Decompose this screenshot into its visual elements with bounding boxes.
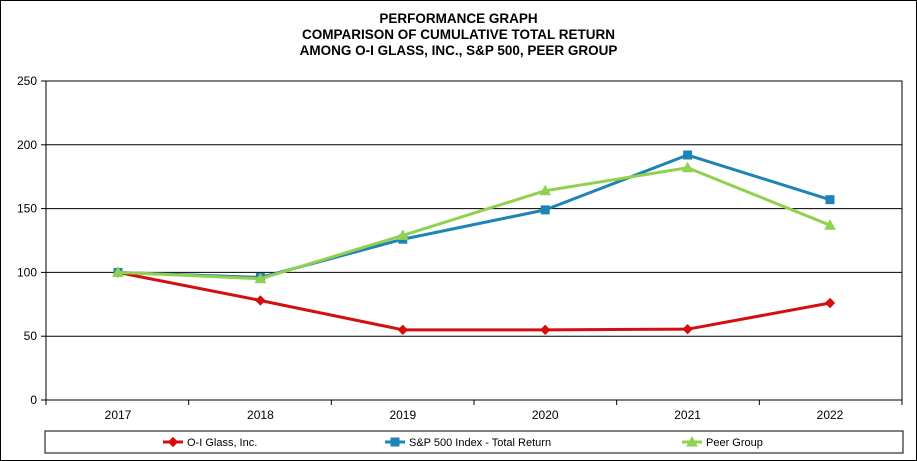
legend-item: Peer Group [682, 435, 763, 449]
legend-item: S&P 500 Index - Total Return [385, 437, 551, 449]
y-tick-label: 50 [24, 329, 38, 343]
y-tick-label: 150 [17, 202, 37, 216]
chart-subtitle-line-1: COMPARISON OF CUMULATIVE TOTAL RETURN [302, 27, 615, 42]
data-point [540, 205, 550, 215]
legend-swatch-marker [390, 437, 400, 447]
data-point [396, 229, 409, 240]
chart-subtitle-line-2: AMONG O-I GLASS, INC., S&P 500, PEER GRO… [299, 43, 618, 58]
series-3 [112, 161, 836, 284]
legend-label: Peer Group [706, 437, 763, 449]
legend-label: S&P 500 Index - Total Return [409, 437, 551, 449]
chart-title: PERFORMANCE GRAPH [379, 11, 538, 26]
data-point [255, 295, 266, 306]
y-tick-label: 200 [17, 138, 37, 152]
series-line [117, 166, 831, 281]
data-point [539, 184, 552, 196]
data-point [825, 195, 835, 205]
x-tick-label: 2021 [674, 408, 701, 422]
data-point [112, 266, 124, 277]
data-point [539, 324, 551, 336]
x-tick-label: 2022 [817, 408, 844, 422]
x-tick-label: 2017 [105, 408, 132, 422]
data-point [683, 150, 693, 160]
y-tick-label: 250 [17, 74, 37, 88]
plot-area [45, 80, 903, 401]
data-point [254, 272, 267, 284]
x-tick-label: 2019 [389, 408, 416, 422]
data-point [824, 219, 836, 230]
data-point [682, 323, 693, 335]
data-point [397, 324, 409, 336]
series-layer [112, 150, 836, 336]
data-point [681, 161, 694, 173]
chart-titles: PERFORMANCE GRAPH COMPARISON OF CUMULATI… [0, 11, 917, 59]
legend: O-I Glass, Inc. S&P 500 Index - Total Ret… [44, 430, 904, 454]
legend-swatch-marker [686, 435, 698, 447]
legend-label: O-I Glass, Inc. [187, 437, 257, 449]
y-tick-label: 100 [17, 265, 37, 279]
axis-layer: 0 50 100 150 200 250 2017 2018 2019 2020 2021 2022 [17, 74, 903, 422]
legend-swatch-marker [167, 436, 179, 448]
series-line [117, 270, 831, 332]
grid-layer [45, 80, 903, 401]
x-tick-label: 2018 [247, 408, 274, 422]
x-tick-label: 2020 [532, 408, 559, 422]
legend-item: O-I Glass, Inc. [163, 436, 257, 449]
y-tick-label: 0 [30, 393, 37, 407]
legend-box [44, 430, 904, 454]
data-point [824, 297, 836, 309]
